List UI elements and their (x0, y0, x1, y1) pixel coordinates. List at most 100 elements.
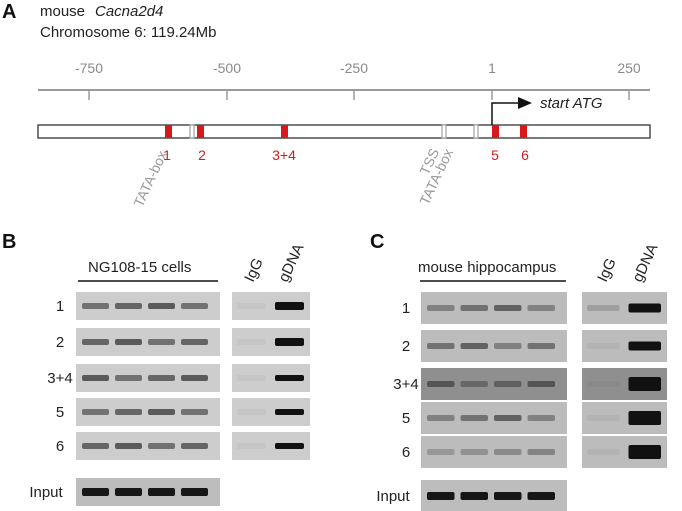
gel-band (181, 339, 208, 345)
gdna-band (628, 341, 661, 351)
start-atg-label: start ATG (540, 95, 603, 112)
gel-band (181, 375, 208, 381)
region-label: 1 (163, 147, 171, 163)
gel-band (494, 415, 522, 421)
panel-a-letter: A (2, 1, 16, 23)
input-band (82, 488, 109, 496)
gdna-band (275, 443, 304, 449)
input-band (494, 492, 522, 500)
igg-band (587, 449, 620, 455)
gel-band (181, 303, 208, 309)
start-arrow-head (518, 97, 532, 109)
gel-band (148, 339, 175, 345)
panel-b-gdna-label: gDNA (275, 241, 307, 284)
panel-c-gdna-label: gDNA (629, 241, 661, 284)
gel-band (115, 375, 142, 381)
igg-band (237, 339, 266, 345)
input-band (148, 488, 175, 496)
input-band (527, 492, 555, 500)
gel-band (460, 305, 488, 311)
gel-band (494, 381, 522, 387)
gel-band (494, 449, 522, 455)
panel-c-igg-label: IgG (594, 256, 620, 285)
panel-b-igg-label: IgG (241, 256, 267, 285)
region-marker (197, 125, 204, 138)
gel-row-label: 3+4 (47, 370, 72, 387)
region-label: 3+4 (272, 147, 296, 163)
axis-tick-label: 250 (617, 60, 641, 76)
species-label: mouse (40, 3, 85, 20)
gel-band (527, 415, 555, 421)
region-marker (492, 125, 499, 138)
axis-tick-label: 1 (488, 60, 496, 76)
gel-band (181, 409, 208, 415)
input-band (181, 488, 208, 496)
panel-c-gels: 1 2 3+4 5 6 Input (376, 292, 667, 511)
gel-band (427, 343, 455, 349)
axis-tick-label: -750 (75, 60, 103, 76)
gdna-band (628, 303, 661, 313)
gel-band (460, 415, 488, 421)
panel-c-letter: C (370, 231, 384, 253)
igg-band (237, 443, 266, 449)
gel-row-label: 3+4 (393, 376, 418, 393)
gel-band (494, 305, 522, 311)
input-label: Input (29, 484, 63, 501)
gel-band (148, 375, 175, 381)
tata-marker (189, 124, 195, 139)
gel-band (427, 305, 455, 311)
gel-band (148, 443, 175, 449)
gel-band (148, 409, 175, 415)
gel-band (148, 303, 175, 309)
gel-band (460, 343, 488, 349)
gel-band (460, 449, 488, 455)
gel-band (427, 449, 455, 455)
region-label: 6 (521, 147, 529, 163)
gene-label: Cacna2d4 (95, 3, 163, 20)
gel-band (527, 305, 555, 311)
gel-row-label: 2 (402, 338, 410, 355)
gel-band (527, 343, 555, 349)
region-marker (281, 125, 288, 138)
promoter-bar (37, 124, 651, 139)
panel-c-sample-label: mouse hippocampus (418, 259, 556, 276)
panel-b-sample-label: NG108-15 cells (88, 259, 191, 276)
gel-band (82, 409, 109, 415)
igg-band (587, 343, 620, 349)
gdna-band (628, 445, 661, 459)
axis-tick-label: -250 (340, 60, 368, 76)
gel-band (494, 343, 522, 349)
igg-band (237, 409, 266, 415)
gel-row-label: 1 (402, 300, 410, 317)
input-band (427, 492, 455, 500)
region-label: 2 (198, 147, 206, 163)
gel-row-label: 2 (56, 334, 64, 351)
region-markers (165, 125, 527, 138)
tata-box-label-1: TATA-box (130, 148, 170, 209)
gel-band (427, 415, 455, 421)
gel-band (82, 303, 109, 309)
igg-band (237, 303, 266, 309)
igg-band (587, 415, 620, 421)
gel-band (82, 443, 109, 449)
tata-markers (189, 124, 479, 139)
gdna-band (275, 302, 304, 310)
axis-ticks: -750 -500 -250 1 250 (75, 60, 641, 100)
gel-band (527, 381, 555, 387)
gel-band (115, 303, 142, 309)
gel-band (527, 449, 555, 455)
gdna-band (628, 411, 661, 425)
tata-marker (441, 124, 447, 139)
gdna-band (275, 338, 304, 346)
start-arrow (491, 102, 520, 125)
gel-row-label: 5 (56, 404, 64, 421)
gel-band (115, 443, 142, 449)
chromosome-label: Chromosome 6: 119.24Mb (40, 24, 216, 41)
gdna-band (275, 409, 304, 415)
sample-gel-strip (421, 436, 567, 468)
gel-band (115, 409, 142, 415)
panel-b-gels: 1 2 3+4 5 6 Input (29, 292, 310, 506)
region-labels: 1 2 3+4 5 6 (163, 147, 529, 163)
gel-band (82, 339, 109, 345)
